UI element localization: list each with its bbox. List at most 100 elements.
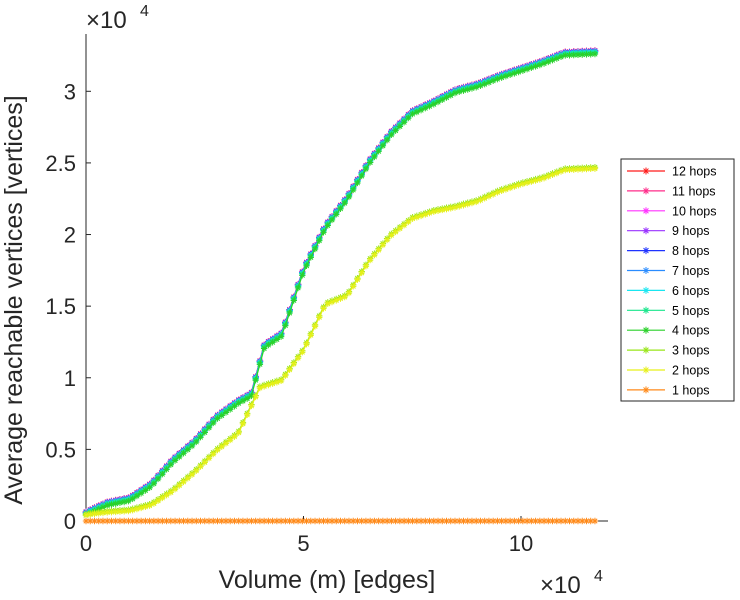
data-point — [485, 79, 493, 86]
data-point — [553, 169, 560, 177]
x-tick-label: 10 — [509, 531, 533, 556]
data-point — [545, 173, 552, 180]
legend-marker — [642, 326, 650, 334]
data-point — [489, 77, 497, 85]
legend-item: 1 hops — [627, 383, 710, 397]
legend-marker — [642, 306, 650, 314]
data-point — [583, 517, 590, 525]
data-point — [477, 197, 484, 204]
data-point — [456, 88, 463, 96]
data-point — [553, 517, 560, 525]
data-point — [405, 218, 412, 226]
data-point — [506, 71, 514, 79]
series-line — [85, 168, 595, 516]
data-point — [489, 191, 497, 198]
data-point — [540, 517, 548, 525]
data-point — [311, 245, 319, 253]
data-point — [197, 434, 204, 441]
legend: 12 hops 11 hops 10 hops 9 hops 8 hops 7 hops 6… — [620, 158, 735, 402]
data-point — [108, 517, 115, 525]
legend-label: 6 hops — [672, 284, 710, 298]
legend-marker — [642, 207, 650, 215]
data-point — [95, 517, 102, 525]
data-point — [574, 166, 582, 173]
y-axis-label: Average reachable vertices [vertices] — [0, 95, 28, 504]
data-point — [316, 237, 323, 244]
data-point — [562, 52, 569, 59]
data-point — [447, 517, 454, 525]
legend-marker — [642, 386, 650, 394]
legend-marker — [642, 366, 650, 374]
data-point — [430, 517, 437, 525]
data-point — [167, 489, 175, 496]
data-point — [392, 517, 399, 525]
data-point — [396, 517, 404, 525]
data-point — [481, 80, 488, 88]
legend-label: 2 hops — [672, 364, 710, 378]
data-point — [235, 429, 242, 436]
series-4-hops — [82, 50, 599, 519]
data-point — [375, 148, 382, 155]
data-point — [426, 103, 433, 110]
data-point — [214, 517, 221, 525]
series-5-hops — [82, 49, 599, 518]
legend-item: 3 hops — [627, 344, 710, 358]
data-point — [133, 505, 141, 513]
data-point — [536, 61, 544, 69]
data-point — [354, 276, 361, 283]
data-point — [371, 153, 378, 161]
data-point — [456, 203, 463, 210]
y-tick-label: 1 — [64, 366, 76, 391]
data-point — [443, 205, 450, 213]
data-point — [460, 87, 467, 94]
data-point — [506, 184, 514, 192]
data-point — [214, 415, 221, 422]
data-point — [303, 262, 310, 269]
data-point — [91, 510, 98, 518]
data-point — [498, 74, 505, 81]
data-point — [409, 110, 416, 118]
data-point — [116, 517, 124, 525]
data-point — [591, 165, 599, 172]
data-point — [566, 52, 573, 59]
data-point — [201, 459, 208, 466]
data-point — [150, 480, 158, 487]
data-point — [417, 106, 425, 114]
y-multiplier: ×10 4 — [86, 3, 149, 34]
series-line — [85, 49, 595, 513]
data-point — [176, 482, 183, 489]
data-point — [188, 442, 196, 450]
x-multiplier-base: ×10 — [540, 572, 581, 599]
data-point — [307, 517, 314, 525]
data-point — [273, 517, 281, 525]
data-point — [579, 166, 586, 173]
y-tick-label: 0 — [64, 509, 76, 534]
data-point — [290, 360, 298, 368]
data-point — [333, 211, 340, 218]
data-point — [396, 225, 404, 232]
series-11-hops — [82, 47, 599, 515]
data-point — [536, 517, 544, 525]
data-point — [218, 517, 225, 525]
data-point — [154, 517, 162, 525]
data-point — [269, 380, 276, 387]
data-point — [125, 517, 132, 525]
data-point — [341, 293, 348, 301]
data-point — [290, 297, 298, 304]
data-point — [150, 517, 158, 525]
data-point — [112, 517, 119, 525]
legend-label: 5 hops — [672, 304, 710, 318]
series-6-hops — [82, 48, 599, 517]
data-point — [286, 366, 293, 374]
legend-label: 8 hops — [672, 244, 710, 258]
data-point — [294, 517, 302, 525]
data-point — [154, 475, 162, 483]
series-line — [85, 50, 595, 514]
data-point — [256, 517, 264, 525]
data-point — [252, 517, 259, 525]
y-tick-label: 3 — [64, 79, 76, 104]
y-multiplier-base: ×10 — [86, 7, 127, 34]
data-point — [468, 517, 476, 525]
data-point — [587, 165, 594, 173]
data-point — [451, 89, 459, 97]
